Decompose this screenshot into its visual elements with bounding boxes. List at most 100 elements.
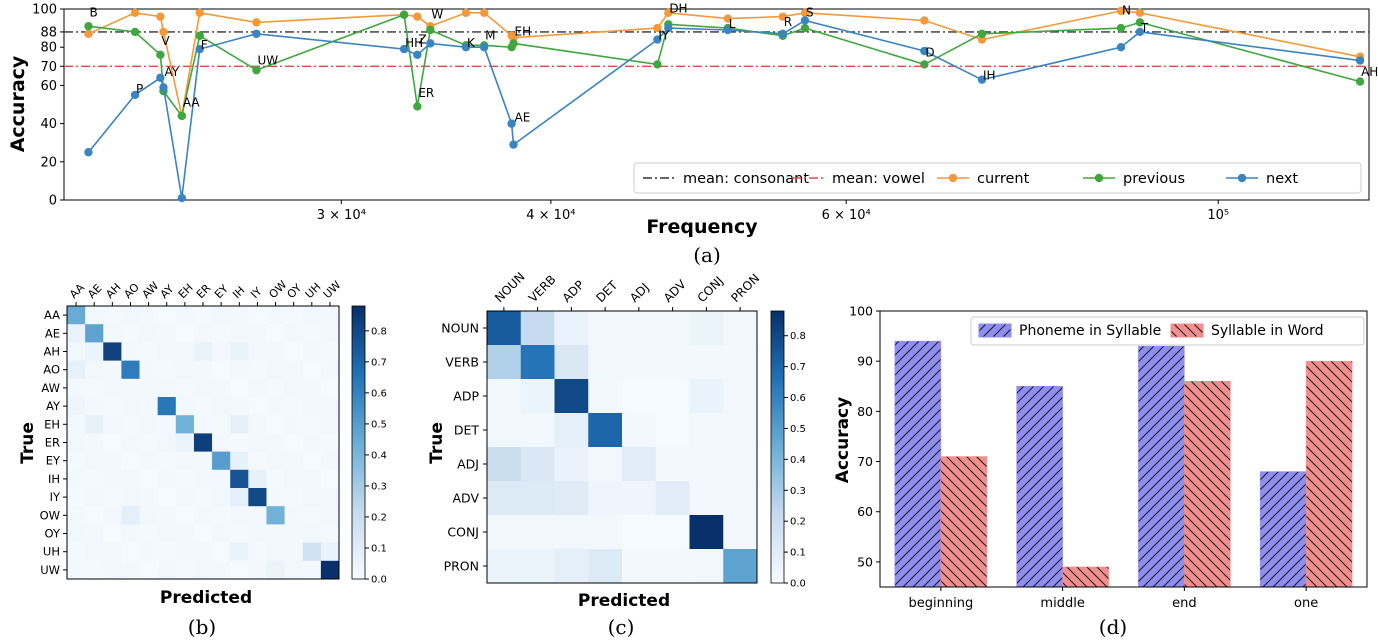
panel-b-cell	[212, 342, 231, 361]
panel-b-cell	[175, 415, 195, 434]
panel-b-cell	[121, 360, 140, 380]
panel-b-cell	[248, 560, 267, 580]
panel-b-cell	[248, 342, 267, 361]
panel-b-cell	[212, 560, 231, 580]
panel-b-cell	[157, 306, 177, 325]
panel-b-cell	[175, 378, 195, 398]
panel-b-cell	[121, 378, 140, 398]
panel-c-cell	[487, 447, 522, 482]
panel-a-point-label: R	[784, 15, 792, 29]
panel-b-ytick-label: AA	[44, 308, 60, 322]
panel-b-colorbar-tick-label: 0.0	[371, 575, 387, 586]
panel-a-point-label: AY	[164, 65, 179, 79]
panel-a-point	[156, 73, 165, 82]
panel-c-cell	[622, 549, 657, 584]
panel-c-cell	[487, 549, 522, 584]
panel-b-cell	[248, 542, 267, 562]
panel-a-legend: mean: consonant mean: vowel current previou…	[633, 162, 1362, 194]
panel-a-ytick-label: 88	[40, 25, 57, 40]
panel-b-cell	[266, 524, 285, 543]
panel-b-cell	[230, 433, 249, 452]
panel-b-cell	[302, 506, 322, 525]
panel-b-cell	[248, 451, 267, 471]
panel-b-cell	[193, 397, 213, 416]
panel-c-cell	[588, 481, 623, 516]
panel-b-colorbar-tick-label: 0.2	[371, 512, 387, 523]
panel-c-cell	[689, 311, 724, 346]
panel-b-cell	[248, 360, 267, 380]
panel-b-cell	[67, 506, 86, 525]
panel-b-cell	[302, 397, 322, 416]
panel-b-cell	[175, 397, 195, 416]
panel-b-cell	[302, 451, 322, 471]
panel-a-legend-marker	[1094, 173, 1104, 183]
panel-b-cell	[175, 433, 195, 452]
panel-c-colorbar-tick-label: 0.1	[790, 548, 806, 559]
panel-b-cell	[230, 324, 249, 343]
panel-b-cell	[103, 342, 122, 361]
panel-a-point	[84, 29, 93, 39]
panel-c-cell	[655, 549, 690, 584]
panel-d-ytick-label: 60	[857, 504, 873, 519]
panel-b-cell	[103, 542, 122, 562]
panel-a-point-label: N	[1122, 4, 1131, 18]
panel-b-xtick-label: UH	[303, 280, 324, 301]
panel-c-cell	[622, 481, 657, 516]
panel-b-colorbar-tick-label: 0.1	[371, 543, 387, 554]
panel-c-cell	[487, 345, 522, 380]
panel-a-point	[653, 35, 662, 44]
panel-c-cell	[622, 447, 657, 482]
panel-a-point	[252, 29, 261, 39]
panel-a-point-label: HH	[405, 36, 423, 50]
panel-a-point	[653, 60, 662, 69]
panel-b-cell	[67, 542, 86, 562]
panel-a-point-label: S	[806, 6, 814, 20]
panel-c-colorbar-tick-label: 0.6	[790, 393, 806, 404]
panel-b-cell	[284, 506, 304, 525]
panel-c-cell	[588, 515, 623, 550]
panel-a-ytick-label: 80	[40, 41, 57, 56]
panel-a-point	[1116, 23, 1126, 33]
panel-c-cell	[723, 413, 758, 448]
panel-a-point	[800, 16, 810, 25]
panel-b-cell	[67, 469, 86, 489]
panel-a-xtick-label: 3 × 10⁴	[317, 208, 366, 223]
panel-b-cell	[85, 324, 104, 343]
panel-a-point	[509, 140, 518, 149]
panel-a-point-label: IH	[983, 69, 996, 83]
panel-b-cell	[139, 378, 159, 398]
panel-b-cell	[157, 542, 177, 562]
panel-d-xtick-label: middle	[1040, 596, 1084, 611]
panel-b-cell	[67, 324, 86, 343]
panel-c-xtick-label: NOUN	[492, 270, 527, 305]
panel-a-xtick-label: 10⁵	[1207, 208, 1229, 223]
panel-a-point	[156, 12, 165, 21]
panel-d-ylabel: Accuracy	[833, 397, 853, 483]
panel-a-point	[130, 27, 140, 37]
panel-d-bar	[1062, 566, 1109, 588]
panel-b-ytick-label: AO	[43, 363, 60, 377]
panel-b-cell	[139, 560, 159, 580]
panel-b-cell	[193, 360, 213, 380]
panel-c-xlabel: Predicted	[578, 591, 670, 611]
panel-a-point-label: W	[431, 7, 443, 21]
panel-c-cell	[520, 379, 555, 414]
panel-c-cell	[689, 481, 724, 516]
panel-b-cell	[284, 415, 304, 434]
panel-a-point	[800, 23, 810, 33]
panel-a-point-label: ER	[418, 86, 434, 100]
panel-b-cell	[266, 488, 285, 507]
panel-b-cell	[103, 415, 122, 434]
panel-a-xtick-label: 4 × 10⁴	[526, 208, 575, 223]
panel-b-cell	[212, 524, 231, 543]
panel-b-cell	[266, 378, 285, 398]
panel-b-cell	[302, 415, 322, 434]
panel-a-point	[507, 119, 516, 128]
panel-b-cell	[284, 397, 304, 416]
panel-c-cell	[655, 447, 690, 482]
panel-d-bar	[894, 340, 942, 588]
panel-a-point	[977, 75, 987, 84]
panel-b-cell	[212, 451, 231, 471]
panel-b-cell	[85, 415, 104, 434]
panel-b-cell	[157, 360, 177, 380]
